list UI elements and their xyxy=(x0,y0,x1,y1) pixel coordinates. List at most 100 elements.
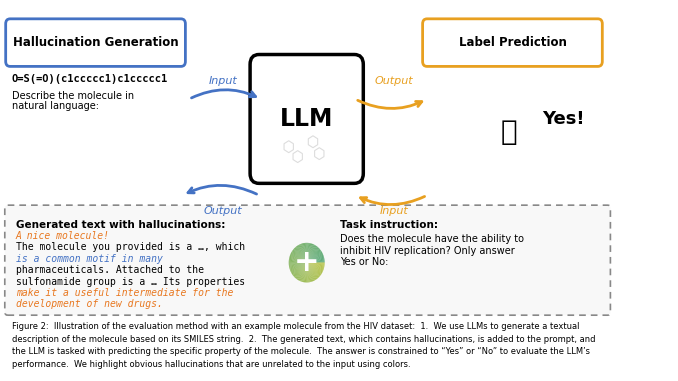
Wedge shape xyxy=(292,250,306,263)
Wedge shape xyxy=(306,263,319,278)
Text: make it a useful intermediate for the: make it a useful intermediate for the xyxy=(16,288,233,298)
Text: sulfonamide group is a … Its properties: sulfonamide group is a … Its properties xyxy=(16,277,245,287)
Wedge shape xyxy=(306,244,313,263)
Wedge shape xyxy=(290,254,306,263)
Wedge shape xyxy=(306,243,311,263)
Wedge shape xyxy=(306,263,325,264)
Wedge shape xyxy=(306,263,325,267)
Wedge shape xyxy=(306,256,324,263)
Wedge shape xyxy=(306,257,324,263)
Wedge shape xyxy=(306,263,323,271)
Wedge shape xyxy=(289,261,306,263)
Wedge shape xyxy=(300,244,306,263)
Wedge shape xyxy=(291,253,306,263)
Wedge shape xyxy=(289,262,306,263)
FancyBboxPatch shape xyxy=(5,205,610,315)
Wedge shape xyxy=(303,263,306,282)
Wedge shape xyxy=(303,243,306,263)
Wedge shape xyxy=(306,263,324,269)
Wedge shape xyxy=(290,255,306,263)
Wedge shape xyxy=(304,243,306,263)
Wedge shape xyxy=(290,263,306,270)
Wedge shape xyxy=(290,263,306,271)
Wedge shape xyxy=(306,263,308,282)
Wedge shape xyxy=(291,263,306,274)
Wedge shape xyxy=(304,243,306,263)
Wedge shape xyxy=(306,244,314,263)
Wedge shape xyxy=(294,247,306,263)
Wedge shape xyxy=(306,247,319,263)
Wedge shape xyxy=(306,248,320,263)
Wedge shape xyxy=(306,243,311,263)
Wedge shape xyxy=(290,263,306,272)
Text: natural language:: natural language: xyxy=(12,101,99,111)
FancyBboxPatch shape xyxy=(5,19,185,66)
Text: A nice molecule!: A nice molecule! xyxy=(16,231,110,241)
Wedge shape xyxy=(301,263,306,282)
Text: Does the molecule have the ability to
inhibit HIV replication? Only answer
Yes o: Does the molecule have the ability to in… xyxy=(340,234,524,267)
Wedge shape xyxy=(306,263,325,265)
Text: Yes!: Yes! xyxy=(542,110,584,128)
Wedge shape xyxy=(306,248,319,263)
Wedge shape xyxy=(290,256,306,263)
Wedge shape xyxy=(306,263,315,281)
Wedge shape xyxy=(306,258,325,263)
Wedge shape xyxy=(306,263,321,276)
Wedge shape xyxy=(306,253,323,263)
Wedge shape xyxy=(306,263,317,280)
Wedge shape xyxy=(299,244,306,263)
Wedge shape xyxy=(289,263,306,267)
Text: development of new drugs.: development of new drugs. xyxy=(16,299,163,309)
Wedge shape xyxy=(306,263,324,268)
Wedge shape xyxy=(289,263,306,268)
Wedge shape xyxy=(306,263,323,272)
Text: +: + xyxy=(294,248,319,277)
Wedge shape xyxy=(297,263,306,280)
Text: The molecule you provided is a …, which: The molecule you provided is a …, which xyxy=(16,242,245,252)
Wedge shape xyxy=(291,263,306,273)
Wedge shape xyxy=(289,259,306,263)
Text: pharmaceuticals. Attached to the: pharmaceuticals. Attached to the xyxy=(16,265,203,275)
Wedge shape xyxy=(306,263,324,270)
Wedge shape xyxy=(304,263,306,282)
Text: Task instruction:: Task instruction: xyxy=(340,220,438,230)
Wedge shape xyxy=(293,250,306,263)
Wedge shape xyxy=(306,259,325,263)
Wedge shape xyxy=(306,263,314,281)
Wedge shape xyxy=(300,263,306,281)
Text: Generated text with hallucinations:: Generated text with hallucinations: xyxy=(16,220,225,230)
Wedge shape xyxy=(306,263,308,282)
Wedge shape xyxy=(306,246,317,263)
Wedge shape xyxy=(296,263,306,279)
Wedge shape xyxy=(296,246,306,263)
FancyBboxPatch shape xyxy=(250,54,363,183)
Wedge shape xyxy=(292,263,306,274)
Wedge shape xyxy=(294,248,306,263)
Wedge shape xyxy=(306,263,321,275)
Wedge shape xyxy=(306,249,321,263)
Text: Hallucination Generation: Hallucination Generation xyxy=(13,36,178,49)
Wedge shape xyxy=(306,251,322,263)
Wedge shape xyxy=(306,263,316,280)
Wedge shape xyxy=(306,263,317,279)
Wedge shape xyxy=(298,263,306,280)
Text: Figure 2:  Illustration of the evaluation method with an example molecule from t: Figure 2: Illustration of the evaluation… xyxy=(12,322,595,368)
Wedge shape xyxy=(306,243,308,263)
Wedge shape xyxy=(306,255,323,263)
Wedge shape xyxy=(305,263,306,282)
Wedge shape xyxy=(298,245,306,263)
Wedge shape xyxy=(296,263,306,279)
Wedge shape xyxy=(306,263,322,274)
FancyBboxPatch shape xyxy=(422,19,602,66)
Wedge shape xyxy=(302,263,306,282)
Wedge shape xyxy=(306,261,325,263)
Wedge shape xyxy=(297,245,306,263)
Wedge shape xyxy=(302,243,306,263)
Wedge shape xyxy=(306,243,308,263)
Wedge shape xyxy=(301,243,306,263)
Wedge shape xyxy=(294,263,306,277)
Wedge shape xyxy=(300,263,306,282)
Wedge shape xyxy=(306,243,309,263)
Wedge shape xyxy=(306,252,322,263)
Wedge shape xyxy=(306,243,313,263)
